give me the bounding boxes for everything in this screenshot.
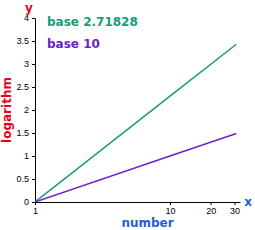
y-tick-label: 2 — [24, 105, 29, 115]
x-tick-label: 30 — [230, 206, 240, 216]
y-tick-label: 3.5 — [16, 36, 29, 46]
y-tick: 3.5 — [16, 36, 35, 46]
y-tick-label: 0 — [24, 197, 29, 207]
y-tick-mark — [32, 156, 35, 157]
y-axis-line — [35, 19, 36, 203]
y-tick: 2 — [24, 105, 35, 115]
x-axis-line — [36, 202, 241, 203]
y-axis: 00.511.522.533.54 — [16, 13, 35, 207]
chart: 110203000.511.522.533.54base 2.71828base… — [0, 0, 255, 230]
y-tick-label: 2.5 — [16, 82, 29, 92]
x-tick: 20 — [206, 202, 216, 216]
y-tick: 1.5 — [16, 128, 35, 138]
y-tick-mark — [32, 64, 35, 65]
plot: 110203000.511.522.533.54 — [16, 13, 240, 216]
legend: base 2.71828 base 10 — [47, 15, 138, 51]
y-axis-end-label: y — [25, 1, 33, 15]
x-tick: 10 — [165, 202, 175, 216]
y-tick-mark — [32, 133, 35, 134]
y-tick: 1 — [24, 151, 35, 161]
x-tick-mark — [211, 202, 212, 205]
y-tick-label: 1.5 — [16, 128, 29, 138]
y-tick-label: 1 — [24, 151, 29, 161]
x-tick-label: 20 — [206, 206, 216, 216]
series-line — [35, 44, 236, 202]
x-tick: 30 — [230, 202, 240, 216]
x-tick-mark — [170, 202, 171, 205]
y-tick-mark — [32, 110, 35, 111]
y-tick-mark — [32, 202, 35, 203]
y-tick-mark — [32, 18, 35, 19]
y-tick: 3 — [24, 59, 35, 69]
legend-entry: base 2.71828 — [47, 15, 138, 29]
x-tick-mark — [234, 202, 235, 205]
x-tick-label: 10 — [165, 206, 175, 216]
x-axis-end-label: x — [244, 195, 252, 209]
x-axis: 1 10 20 30 — [33, 202, 241, 216]
x-axis-title: number — [121, 216, 173, 230]
y-axis-title: logarithm — [0, 77, 14, 143]
series-line — [35, 133, 236, 202]
y-tick: 0 — [24, 197, 35, 207]
y-tick-label: 0.5 — [16, 174, 29, 184]
y-tick-mark — [32, 87, 35, 88]
y-tick-label: 3 — [24, 59, 29, 69]
x-tick-label: 1 — [33, 206, 38, 216]
x-tick: 1 — [33, 202, 38, 216]
y-tick-mark — [32, 179, 35, 180]
lines — [35, 44, 236, 202]
y-tick: 0.5 — [16, 174, 35, 184]
y-tick-mark — [32, 41, 35, 42]
y-tick: 2.5 — [16, 82, 35, 92]
legend-entry: base 10 — [47, 37, 100, 51]
